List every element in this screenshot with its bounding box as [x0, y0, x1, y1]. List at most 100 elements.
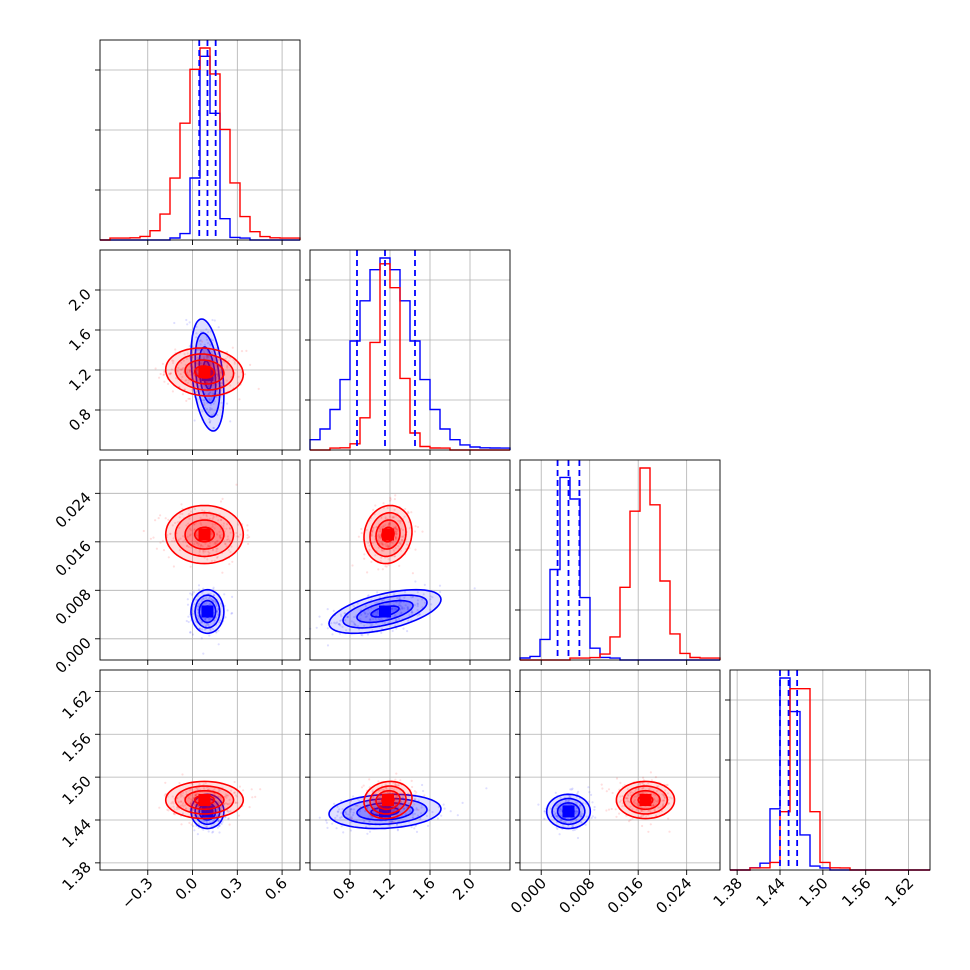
scatter-point	[198, 377, 201, 380]
scatter-point	[406, 608, 409, 611]
scatter-point	[203, 602, 206, 605]
scatter-point	[214, 616, 218, 619]
scatter-point	[416, 591, 419, 594]
scatter-point	[227, 548, 230, 551]
scatter-point	[199, 362, 203, 365]
scatter-point	[429, 595, 432, 598]
scatter-point	[399, 601, 402, 604]
scatter-point	[205, 338, 209, 341]
y-tick-label: 1.50	[58, 772, 94, 808]
scatter-point	[209, 391, 212, 394]
scatter-point	[340, 619, 343, 622]
scatter-point	[227, 817, 230, 820]
scatter-point	[197, 588, 201, 591]
scatter-point	[353, 623, 356, 626]
scatter-point	[219, 371, 223, 375]
scatter-point	[246, 536, 249, 540]
panel-2-1	[309, 459, 511, 661]
scatter-point	[178, 526, 181, 529]
scatter-point	[380, 631, 383, 635]
scatter-point	[369, 624, 372, 627]
scatter-point	[377, 618, 380, 621]
scatter-point	[188, 321, 191, 324]
scatter-point	[354, 624, 357, 627]
scatter-point	[237, 375, 240, 378]
scatter-point	[225, 523, 229, 526]
scatter-point	[167, 382, 170, 385]
scatter-point	[254, 795, 257, 799]
x-tick-label: 0.008	[555, 874, 598, 917]
scatter-point	[209, 602, 212, 605]
panel-frame	[309, 669, 511, 871]
scatter-point	[230, 612, 233, 615]
scatter-point	[387, 821, 390, 824]
scatter-point	[157, 517, 160, 520]
scatter-point	[199, 544, 203, 547]
scatter-point	[233, 362, 236, 365]
scatter-point	[201, 545, 204, 548]
scatter-point	[190, 356, 193, 359]
scatter-point	[207, 597, 210, 601]
scatter-point	[172, 537, 175, 540]
scatter-point	[209, 592, 212, 596]
scatter-point	[339, 619, 342, 622]
scatter-point	[212, 628, 215, 631]
histogram-red	[730, 688, 930, 871]
scatter-point	[259, 788, 262, 791]
scatter-point	[192, 523, 195, 526]
scatter-point	[184, 541, 188, 544]
scatter-point	[210, 350, 213, 353]
scatter-point	[207, 355, 210, 358]
scatter-point	[443, 807, 446, 810]
scatter-point	[210, 396, 213, 399]
scatter-point	[196, 833, 199, 836]
scatter-point	[209, 419, 212, 422]
scatter-point	[358, 628, 361, 631]
scatter-point	[162, 549, 166, 552]
scatter-point	[369, 619, 372, 622]
scatter-point	[208, 349, 211, 352]
scatter-point	[204, 618, 207, 622]
scatter-point	[195, 325, 198, 328]
scatter-point	[179, 537, 182, 540]
density-peak	[382, 794, 394, 806]
scatter-point	[339, 624, 342, 627]
scatter-point	[384, 545, 388, 548]
y-tick-label: 1.2	[65, 365, 95, 395]
scatter-point	[182, 359, 185, 362]
scatter-point	[326, 608, 329, 611]
x-tick-label: 1.62	[881, 874, 917, 910]
scatter-point	[231, 612, 234, 615]
scatter-point	[641, 824, 644, 828]
scatter-point	[376, 591, 379, 594]
scatter-point	[220, 518, 223, 522]
scatter-point	[207, 544, 210, 547]
y-tick-label: 0.000	[52, 634, 95, 677]
scatter-point	[372, 526, 375, 530]
scatter-point	[197, 614, 200, 617]
scatter-point	[197, 348, 200, 351]
scatter-point	[216, 547, 219, 550]
scatter-point	[214, 543, 218, 546]
scatter-point	[217, 629, 220, 632]
scatter-point	[189, 371, 192, 374]
scatter-point	[196, 542, 199, 545]
scatter-point	[371, 534, 374, 537]
scatter-point	[181, 375, 184, 378]
scatter-point	[187, 397, 190, 400]
scatter-point	[591, 801, 594, 804]
scatter-point	[191, 540, 194, 543]
scatter-point	[209, 406, 212, 409]
scatter-point	[215, 540, 219, 543]
scatter-point	[353, 623, 356, 626]
scatter-point	[359, 618, 362, 621]
scatter-point	[218, 534, 222, 537]
scatter-point	[577, 790, 580, 794]
scatter-point	[226, 364, 229, 368]
scatter-point	[196, 608, 199, 611]
scatter-point	[204, 597, 208, 600]
scatter-point	[418, 613, 421, 616]
scatter-point	[382, 543, 385, 546]
scatter-point	[395, 532, 398, 535]
scatter-point	[229, 527, 232, 530]
